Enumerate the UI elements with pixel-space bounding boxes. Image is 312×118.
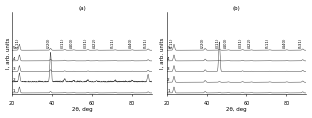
Text: (422): (422) <box>93 37 97 48</box>
X-axis label: 2θ, deg: 2θ, deg <box>226 107 247 112</box>
Text: 3: 3 <box>12 67 15 71</box>
Text: (220): (220) <box>201 37 205 48</box>
Y-axis label: I, arb. units: I, arb. units <box>160 37 165 69</box>
Text: (220): (220) <box>46 37 51 48</box>
Text: (111): (111) <box>170 37 174 48</box>
Text: 5: 5 <box>167 46 170 50</box>
Text: (111): (111) <box>15 37 19 48</box>
Text: 4: 4 <box>12 57 15 61</box>
Title: (b): (b) <box>233 6 240 11</box>
Text: (331): (331) <box>84 37 88 48</box>
Y-axis label: I, arb. units: I, arb. units <box>6 37 11 69</box>
Text: (440): (440) <box>128 37 132 48</box>
Text: (331): (331) <box>238 37 242 48</box>
Text: 1: 1 <box>12 89 15 93</box>
Text: (422): (422) <box>247 37 251 48</box>
Text: (511): (511) <box>111 37 115 48</box>
X-axis label: 2θ, deg: 2θ, deg <box>71 107 92 112</box>
Text: 1: 1 <box>167 89 170 93</box>
Text: 2: 2 <box>12 78 15 82</box>
Text: (440): (440) <box>283 37 287 48</box>
Text: 2: 2 <box>167 78 170 82</box>
Text: (400): (400) <box>224 37 228 48</box>
Text: (531): (531) <box>144 37 148 48</box>
Text: 5: 5 <box>12 46 15 50</box>
Text: (311): (311) <box>61 37 65 48</box>
Title: (a): (a) <box>78 6 86 11</box>
Text: (400): (400) <box>70 37 74 48</box>
Text: (531): (531) <box>299 37 303 48</box>
Text: (511): (511) <box>266 37 270 48</box>
Text: (311): (311) <box>215 37 219 48</box>
Text: 4: 4 <box>167 57 170 61</box>
Text: 3: 3 <box>167 67 170 71</box>
